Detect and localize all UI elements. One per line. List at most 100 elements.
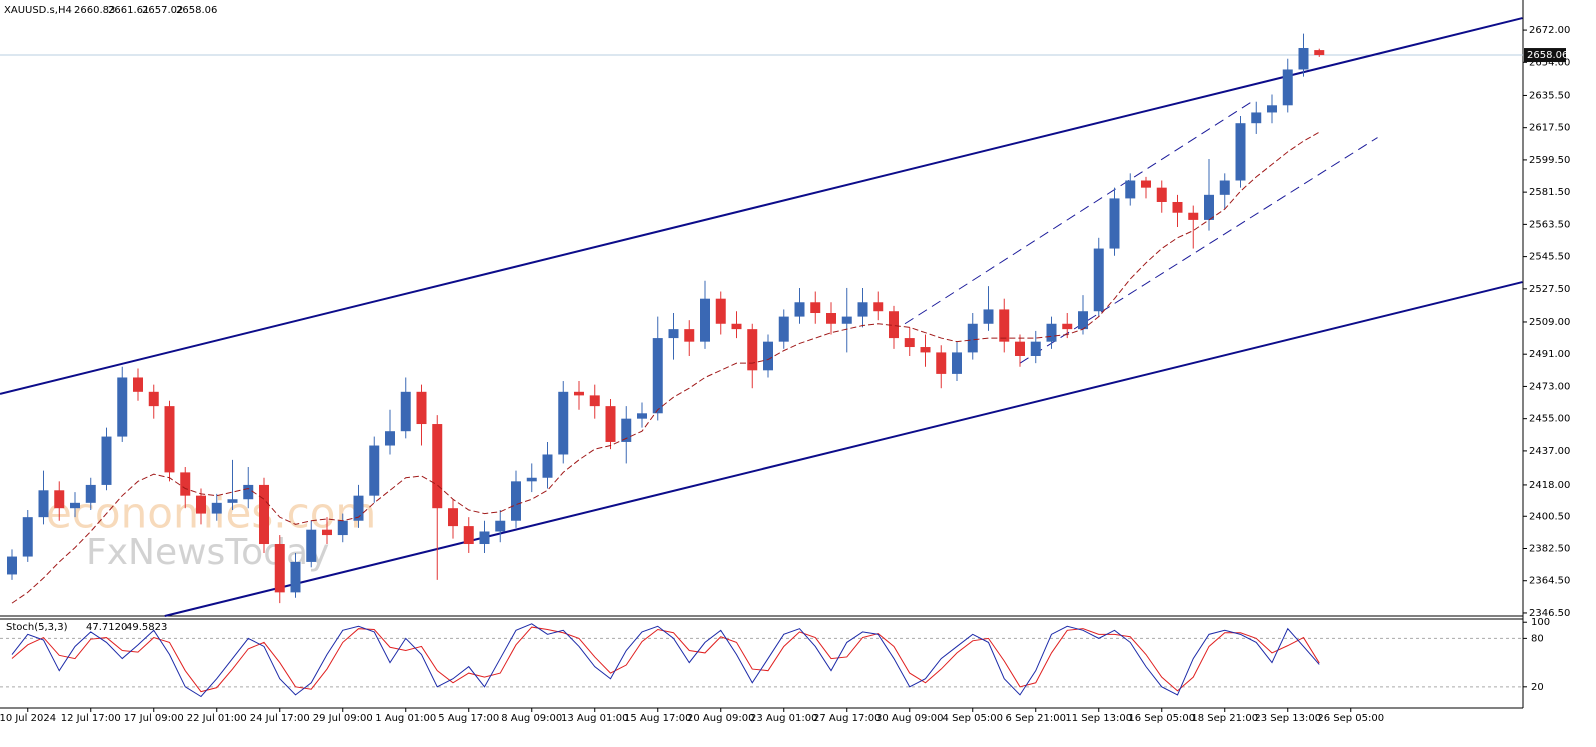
moving-average [11, 131, 1320, 604]
candle-body [196, 495, 206, 514]
x-tick-label: 24 Jul 17:00 [250, 713, 310, 724]
candle-body [715, 298, 726, 324]
candle-body [1109, 198, 1120, 249]
candle-body [1251, 112, 1262, 124]
y-tick-label: 2364.50 [1529, 576, 1570, 587]
header-low: 2657.02 [142, 5, 183, 16]
candle-body [1267, 105, 1277, 113]
candle-body [1030, 341, 1041, 356]
y-tick-label: 2437.00 [1529, 446, 1570, 457]
watermark-text: economies.com [46, 489, 376, 538]
candle-body [70, 502, 80, 509]
candle-body [1172, 201, 1183, 213]
x-tick-label: 10 Jul 2024 [0, 713, 56, 724]
current-price-box [1524, 48, 1566, 63]
candle-body [133, 377, 143, 392]
candle-body [1078, 311, 1088, 330]
x-tick-label: 6 Sep 21:00 [1006, 713, 1066, 724]
candle-body [1125, 180, 1136, 199]
x-tick-label: 11 Sep 13:00 [1065, 713, 1132, 724]
y-tick-label: 2491.00 [1529, 349, 1570, 360]
stoch-line [11, 626, 1320, 693]
trendline [164, 281, 1523, 617]
y-tick-label: 2400.50 [1529, 511, 1570, 522]
candle-body [652, 338, 663, 414]
candle-body [763, 341, 773, 371]
candle-body [1141, 180, 1151, 188]
trendline [904, 99, 1255, 325]
stoch-tick-label: 80 [1531, 633, 1544, 644]
candle-body [227, 499, 238, 503]
candle-body [101, 436, 112, 485]
candle-body [243, 484, 254, 500]
candle-body [1314, 50, 1325, 56]
y-tick-label: 2346.50 [1529, 608, 1570, 619]
x-tick-label: 4 Sep 05:00 [943, 713, 1003, 724]
candle-body [211, 502, 222, 514]
candle-body [1046, 323, 1057, 342]
y-tick-label: 2581.50 [1529, 187, 1570, 198]
y-tick-label: 2563.50 [1529, 219, 1570, 230]
candle-body [117, 377, 128, 437]
candle-body [857, 302, 868, 317]
watermark: economies.com FxNewsToday [46, 489, 376, 574]
candle-body [904, 338, 915, 348]
candle-body [967, 323, 978, 353]
candle-body [148, 391, 159, 407]
x-tick-label: 29 Jul 09:00 [313, 713, 373, 724]
candle-body [416, 391, 427, 425]
candle-body [7, 556, 17, 575]
header-high: 2661.61 [108, 5, 149, 16]
candle-body [495, 520, 506, 532]
candle-body [1219, 180, 1230, 195]
candle-body [448, 508, 458, 527]
x-tick-label: 5 Aug 17:00 [438, 713, 499, 724]
y-tick-label: 2527.50 [1529, 284, 1570, 295]
candle-body [1156, 187, 1167, 202]
current-price-label: 2658.06 [1527, 50, 1568, 61]
x-tick-label: 1 Aug 01:00 [375, 713, 436, 724]
candle-body [841, 316, 852, 324]
trendline [0, 17, 1523, 395]
candle-body [889, 311, 899, 339]
candle-body [306, 529, 317, 562]
stoch-tick-label: 20 [1531, 682, 1544, 693]
candle-body [826, 313, 836, 324]
x-tick-label: 8 Aug 09:00 [501, 713, 562, 724]
x-tick-label: 22 Jul 01:00 [187, 713, 247, 724]
candle-body [1015, 341, 1025, 356]
candle-body [1093, 248, 1104, 312]
candle-body [400, 391, 411, 432]
candle-body [479, 531, 490, 545]
x-tick-label: 15 Aug 17:00 [624, 713, 691, 724]
stoch-title: Stoch(5,3,3) [6, 622, 68, 633]
x-tick-label: 16 Sep 05:00 [1128, 713, 1195, 724]
candle-body [180, 472, 191, 496]
candle-body [794, 302, 805, 317]
candle-body [259, 484, 269, 545]
candle-body [936, 352, 947, 374]
candle-body [38, 490, 49, 518]
candle-body [54, 490, 65, 509]
y-tick-label: 2617.50 [1529, 123, 1570, 134]
candle-body [290, 561, 301, 593]
y-tick-label: 2455.00 [1529, 414, 1570, 425]
x-tick-label: 30 Aug 09:00 [876, 713, 943, 724]
candle-body [1204, 194, 1214, 220]
candle-body [668, 329, 679, 339]
candle-body [873, 302, 884, 312]
candle-body [952, 352, 962, 374]
candle-body [274, 544, 285, 593]
y-tick-label: 2509.00 [1529, 317, 1570, 328]
x-tick-label: 20 Aug 09:00 [687, 713, 754, 724]
candle-body [385, 431, 395, 446]
candle-body [432, 424, 443, 509]
candle-body [1062, 323, 1073, 330]
symbol-title: XAUUSD.s,H4 [4, 5, 72, 16]
candle-body [700, 298, 710, 342]
x-tick-label: 23 Sep 13:00 [1254, 713, 1321, 724]
candle-body [369, 445, 380, 496]
candle-body [322, 529, 332, 536]
candle-body [353, 495, 364, 521]
